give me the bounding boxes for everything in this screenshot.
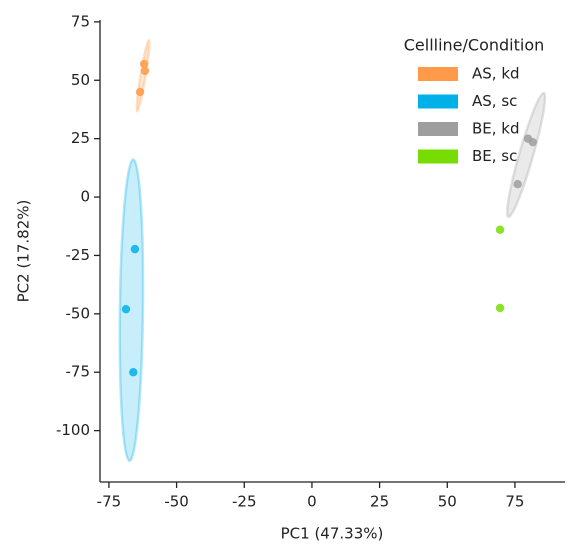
- point: [129, 368, 138, 377]
- point: [140, 66, 150, 76]
- x-tick-label: 25: [370, 493, 389, 511]
- confidence-ellipse: [118, 158, 145, 463]
- legend-title: Cellline/Condition: [404, 36, 545, 55]
- x-axis-label: PC1 (47.33%): [281, 525, 384, 543]
- x-tick-label: -25: [232, 493, 257, 511]
- point: [139, 59, 149, 69]
- point: [528, 137, 537, 147]
- point: [495, 225, 505, 234]
- point: [513, 179, 522, 189]
- y-tick-label: 25: [71, 129, 90, 147]
- y-axis-label: PC2 (17.82%): [15, 200, 33, 303]
- y-tick-label: 0: [80, 188, 90, 206]
- legend-swatch: [418, 94, 458, 109]
- legend-swatch: [418, 122, 458, 136]
- y-tick-label: 50: [71, 71, 90, 89]
- x-tick-label: 0: [307, 493, 317, 511]
- x-tick-label: -50: [164, 493, 189, 511]
- point: [121, 304, 131, 314]
- point: [135, 87, 145, 97]
- y-tick-label: -100: [56, 421, 90, 439]
- x-tick-label: 50: [438, 493, 457, 511]
- y-tick-label: 75: [71, 12, 90, 30]
- y-tick-label: -25: [66, 246, 91, 264]
- confidence-ellipse: [135, 38, 151, 113]
- point: [495, 303, 505, 313]
- legend-label: BE, sc: [472, 147, 517, 165]
- point: [130, 244, 140, 254]
- legend-label: AS, kd: [472, 65, 520, 83]
- legend-label: BE, kd: [472, 120, 520, 138]
- x-tick-label: -75: [97, 493, 122, 511]
- legend-swatch: [418, 67, 458, 81]
- y-tick-label: -50: [66, 304, 91, 322]
- y-tick-label: -75: [66, 363, 91, 381]
- x-tick-label: 75: [505, 493, 524, 511]
- legend-swatch: [418, 149, 458, 164]
- legend-label: AS, sc: [472, 92, 517, 110]
